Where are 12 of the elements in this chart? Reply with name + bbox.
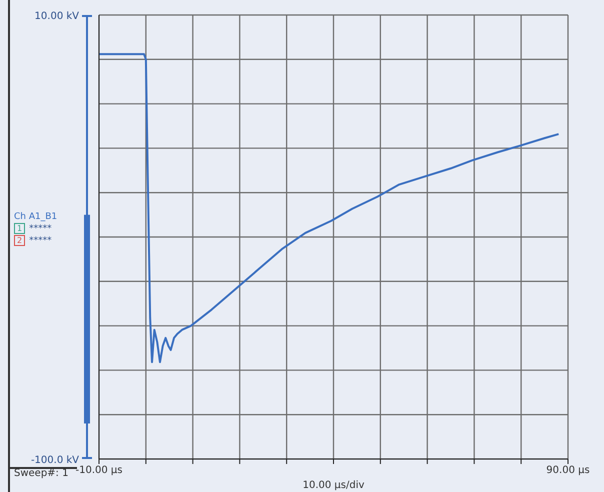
text: ***** xyxy=(29,236,52,246)
y-tick-label: -100.0 kV xyxy=(30,455,80,466)
text: 1 xyxy=(14,223,26,234)
line-series xyxy=(99,53,560,364)
x-axis-title: 10.00 µs/div xyxy=(302,480,364,491)
text: Sweep#: 1 xyxy=(14,468,68,479)
x-tick-label: -10.00 µs xyxy=(76,465,122,476)
text: 2 xyxy=(14,235,26,246)
y-tick-label: 10.00 kV xyxy=(34,11,80,22)
x-tick-label: 90.00 µs xyxy=(546,465,590,476)
text: Ch A1_B1 xyxy=(14,212,58,222)
text: ***** xyxy=(29,224,52,234)
